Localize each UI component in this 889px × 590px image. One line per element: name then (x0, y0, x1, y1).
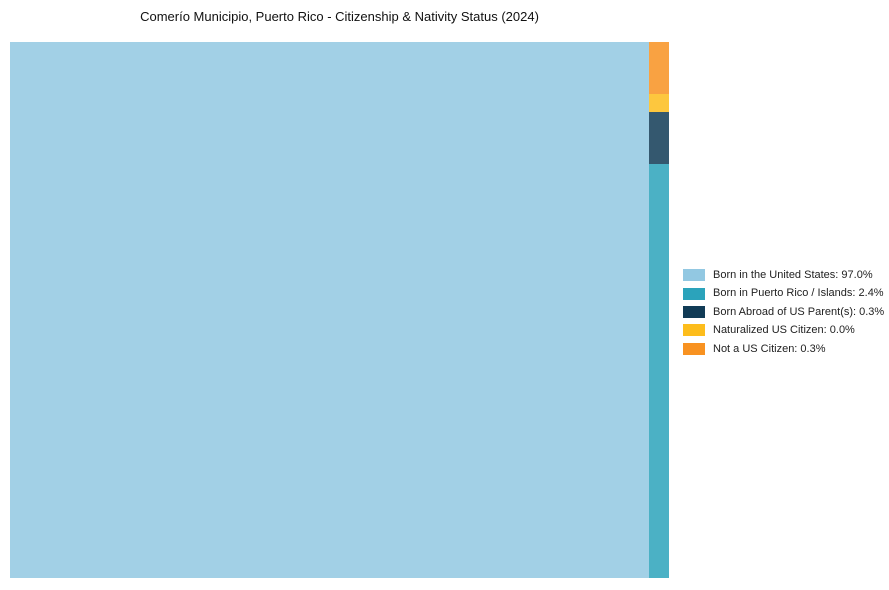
chart-title: Comerío Municipio, Puerto Rico - Citizen… (140, 9, 539, 24)
legend: Born in the United States: 97.0% Born in… (683, 266, 884, 358)
legend-item-naturalized[interactable]: Naturalized US Citizen: 0.0% (683, 321, 884, 339)
legend-swatch (683, 269, 705, 282)
legend-item-born-in-us[interactable]: Born in the United States: 97.0% (683, 266, 884, 284)
legend-label: Not a US Citizen: 0.3% (713, 342, 826, 355)
legend-label: Born in the United States: 97.0% (713, 269, 873, 281)
treemap-tile-born-in-the-united-states[interactable] (10, 42, 650, 578)
legend-swatch (683, 342, 705, 355)
legend-item-not-citizen[interactable]: Not a US Citizen: 0.3% (683, 340, 884, 358)
legend-item-born-in-puerto-rico[interactable]: Born in Puerto Rico / Islands: 2.4% (683, 284, 884, 302)
legend-label: Born in Puerto Rico / Islands: 2.4% (713, 287, 884, 300)
treemap-tile-born-in-puerto-rico-islands[interactable] (649, 163, 669, 578)
treemap-tile-not-a-us-citizen[interactable] (649, 42, 669, 94)
legend-label: Born Abroad of US Parent(s): 0.3% (713, 305, 885, 318)
legend-label: Naturalized US Citizen: 0.0% (713, 324, 855, 337)
legend-swatch (683, 324, 705, 337)
treemap-tile-naturalized-us-citizen[interactable] (649, 93, 669, 112)
treemap-tile-born-abroad-of-us-parent-s[interactable] (649, 111, 669, 164)
treemap-plot (10, 42, 669, 578)
legend-item-born-abroad[interactable]: Born Abroad of US Parent(s): 0.3% (683, 303, 884, 321)
legend-swatch (683, 305, 705, 318)
legend-swatch (683, 287, 705, 300)
